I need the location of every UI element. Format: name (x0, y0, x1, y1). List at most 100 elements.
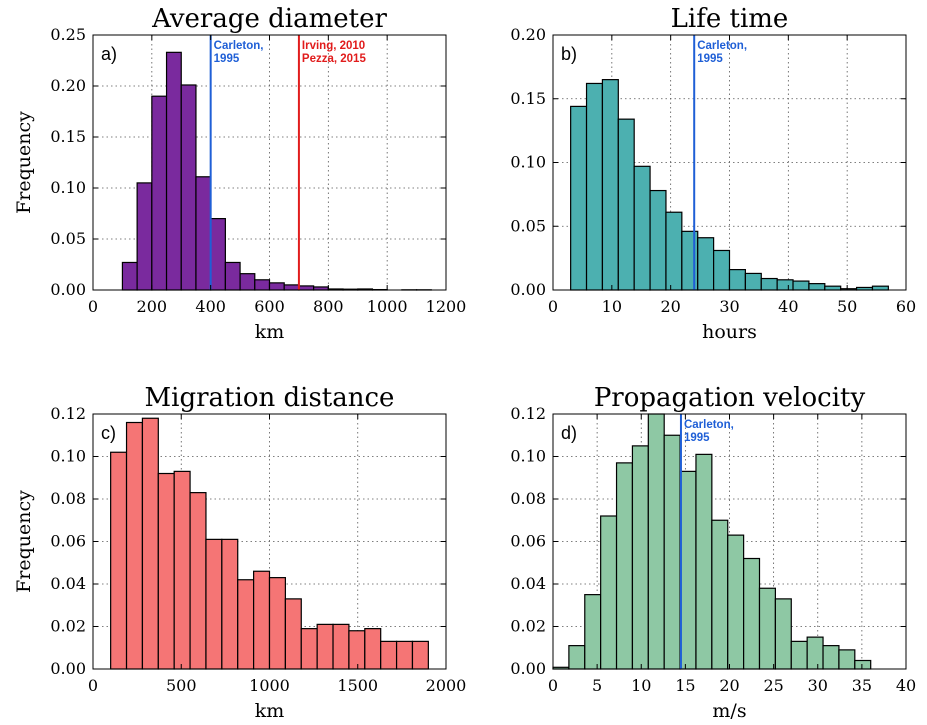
x-tick-label: 20 (660, 297, 680, 316)
bar (395, 640, 414, 670)
bar (774, 598, 792, 670)
y-tick-label: 0.20 (50, 76, 86, 95)
bar (760, 277, 778, 291)
panel-label: b) (561, 44, 577, 64)
x-tick-label: 2000 (426, 676, 467, 695)
bar (411, 640, 429, 670)
y-axis-label: Frequency (13, 111, 35, 214)
bar (806, 636, 824, 670)
bar (601, 79, 619, 291)
bar (268, 282, 285, 291)
panel-label: d) (561, 423, 577, 443)
bar (237, 579, 255, 670)
reference-label: Carleton, (214, 40, 264, 52)
y-tick-label: 0.10 (510, 153, 546, 172)
bar (649, 189, 667, 291)
y-tick-label: 0.04 (510, 574, 546, 593)
y-tick-label: 0.20 (510, 25, 546, 44)
bar (615, 462, 634, 670)
bar (824, 285, 842, 291)
bar (585, 82, 604, 291)
x-tick-label: 20 (719, 676, 739, 695)
bar (744, 272, 762, 291)
y-tick-label: 0.05 (510, 216, 546, 235)
bar (808, 283, 826, 291)
bar (121, 261, 138, 291)
x-tick-label: 60 (896, 297, 916, 316)
bar (253, 570, 271, 670)
bar (364, 628, 382, 670)
bar (727, 534, 745, 670)
bar (180, 84, 197, 291)
x-tick-label: 10 (602, 297, 622, 316)
bar (792, 280, 810, 291)
bar (568, 645, 586, 670)
y-tick-label: 0.25 (50, 25, 86, 44)
y-tick-label: 0.15 (50, 127, 86, 146)
y-tick-label: 0.08 (50, 489, 86, 508)
bar (838, 649, 856, 670)
y-tick-label: 0.08 (510, 489, 546, 508)
bar (136, 182, 153, 291)
bar (617, 118, 635, 291)
y-tick-label: 0.05 (50, 229, 86, 248)
y-tick-label: 0.00 (510, 280, 546, 299)
x-tick-label: 5 (592, 676, 602, 695)
x-tick-label: 0 (548, 676, 558, 695)
y-tick-label: 0.02 (50, 617, 86, 636)
reference-label: Pezza, 2015 (302, 53, 367, 65)
bar (728, 269, 746, 291)
bar (790, 640, 808, 670)
bar (695, 453, 713, 670)
bar (633, 165, 651, 291)
y-tick-label: 0.06 (510, 532, 546, 551)
reference-label: Carleton, (684, 419, 734, 431)
bar (600, 515, 618, 670)
bar (663, 434, 681, 670)
bar (679, 470, 697, 670)
y-tick-label: 0.12 (510, 404, 546, 423)
bar (380, 640, 398, 670)
bar (348, 630, 366, 670)
bar (284, 598, 302, 670)
x-tick-label: 500 (166, 676, 197, 695)
x-tick-label: 1000 (249, 676, 290, 695)
chart-panel-2: Carleton,1995 0 10 20 30 40 50 60 0.00 0.05 0.10 0.… (510, 4, 916, 343)
x-axis-label: km (255, 321, 285, 343)
x-tick-label: 1000 (367, 297, 408, 316)
bar (165, 51, 182, 291)
x-tick-label: 35 (852, 676, 872, 695)
bar (173, 470, 191, 670)
y-tick-label: 0.10 (50, 447, 86, 466)
bar (758, 587, 776, 670)
bar (151, 95, 168, 291)
x-tick-label: 800 (313, 297, 344, 316)
y-axis-label: Frequency (13, 490, 35, 593)
x-tick-label: 0 (88, 297, 98, 316)
bar (871, 285, 889, 291)
bar (854, 659, 872, 670)
chart-panel-3: 0 500 1000 1500 2000 0.00 0.02 0.04 0.06 0.08 0.10… (13, 383, 466, 722)
bar (713, 249, 731, 291)
bar (283, 284, 300, 291)
bar (239, 273, 256, 291)
bar (776, 279, 794, 291)
bar (822, 645, 840, 670)
bar (332, 623, 350, 670)
x-tick-label: 40 (778, 297, 798, 316)
x-tick-label: 200 (137, 297, 168, 316)
reference-label: 1995 (684, 432, 710, 444)
y-tick-label: 0.02 (510, 617, 546, 636)
bar (570, 105, 588, 291)
reference-label: 1995 (697, 53, 723, 65)
y-tick-label: 0.04 (50, 574, 86, 593)
x-tick-label: 0 (548, 297, 558, 316)
bar (110, 451, 128, 670)
y-tick-label: 0.00 (510, 659, 546, 678)
y-tick-label: 0.10 (50, 178, 86, 197)
bar (681, 230, 699, 291)
bar (631, 445, 649, 670)
chart-title: Life time (671, 4, 789, 34)
x-tick-label: 1200 (426, 297, 467, 316)
